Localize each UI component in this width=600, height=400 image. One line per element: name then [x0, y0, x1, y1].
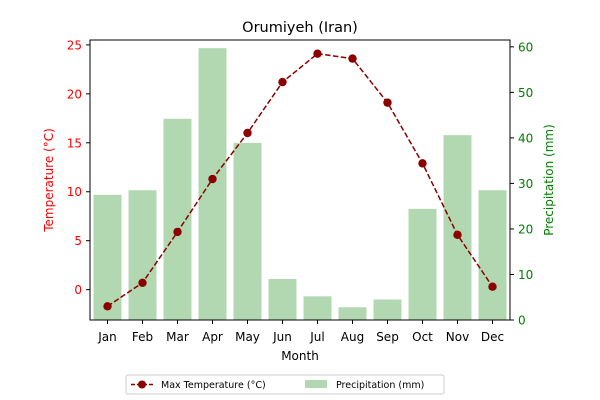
y-left-tick-label: 10: [67, 185, 82, 199]
temp-point-nov: [453, 230, 462, 240]
temp-point-jan: [103, 302, 112, 311]
y-left-tick-label: 20: [67, 87, 82, 101]
y-right-tick-label: 30: [518, 177, 533, 191]
legend: Max Temperature (°C) Precipitation (mm): [125, 374, 445, 395]
precip-bar-jan: [93, 194, 122, 320]
x-tick-label: May: [235, 330, 260, 344]
precip-bar-jul: [303, 296, 332, 320]
x-tick-label: Jun: [272, 330, 292, 344]
y-right-tick-label: 60: [518, 40, 533, 54]
precip-bar-oct: [408, 208, 437, 320]
y-left-tick-label: 15: [67, 136, 82, 150]
temp-point-dec: [488, 282, 497, 291]
y-left-tick-label: 25: [67, 38, 82, 52]
x-tick-label: Sep: [376, 330, 399, 344]
precip-bar-jun: [268, 279, 297, 320]
x-tick-label: Oct: [412, 330, 433, 344]
precip-bar-sep: [373, 299, 402, 320]
y-right-tick-label: 50: [518, 86, 533, 100]
x-tick-label: Jul: [309, 330, 324, 344]
temp-point-may: [243, 128, 252, 138]
chart-title: Orumiyeh (Iran): [242, 20, 358, 36]
x-tick-label: Jan: [97, 330, 117, 344]
temp-point-jul: [313, 49, 322, 58]
temperature-line: [107, 52, 494, 307]
y-left-tick-label: 5: [74, 234, 82, 248]
temp-point-oct: [418, 159, 427, 168]
x-tick-label: Aug: [341, 330, 364, 344]
y-axis-right-label: Precipitation (mm): [542, 124, 556, 236]
legend-bar-swatch: [305, 380, 327, 388]
temp-point-aug: [348, 54, 357, 63]
temp-point-sep: [383, 98, 392, 107]
line-layer: [103, 49, 497, 311]
precip-bar-nov: [443, 135, 472, 320]
y-axis-left-label: Temperature (°C): [42, 128, 56, 233]
x-axis-label: Month: [281, 349, 319, 363]
x-tick-label: Mar: [166, 330, 189, 344]
precip-bar-feb: [128, 190, 157, 320]
legend-line-marker: [138, 380, 146, 389]
y-right-tick-label: 20: [518, 222, 533, 236]
precip-bar-dec: [478, 190, 507, 320]
legend-label-precipitation: Precipitation (mm): [336, 380, 424, 391]
legend-label-temperature: Max Temperature (°C): [161, 380, 266, 391]
precip-bar-may: [233, 142, 262, 320]
x-tick-label: Feb: [132, 330, 153, 344]
axes-layer: Jan Feb Mar Apr May Jun Jul Aug Sep Oct Nov Dec 0 5 10…: [67, 38, 534, 344]
x-tick-label: Apr: [202, 330, 223, 344]
temp-point-feb: [138, 278, 147, 287]
plot-frame: [89, 39, 511, 321]
precip-bar-aug: [338, 307, 367, 320]
x-tick-label: Dec: [481, 330, 504, 344]
legend-frame: [125, 374, 445, 395]
temp-point-jun: [278, 77, 287, 87]
x-tick-label: Nov: [446, 330, 469, 344]
y-left-tick-label: 0: [74, 283, 82, 297]
bars-layer: [93, 48, 507, 321]
temp-point-mar: [173, 227, 182, 237]
temp-point-apr: [208, 174, 217, 184]
precip-bar-apr: [198, 48, 227, 320]
y-right-tick-label: 0: [518, 314, 526, 328]
precip-bar-mar: [163, 118, 192, 321]
y-right-tick-label: 40: [518, 131, 533, 145]
y-right-tick-label: 10: [518, 268, 533, 282]
